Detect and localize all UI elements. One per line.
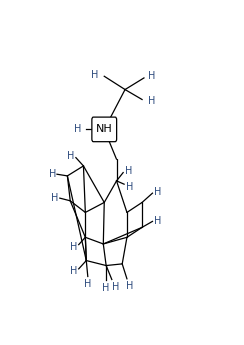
Text: H: H (154, 216, 161, 226)
Text: H: H (126, 282, 133, 292)
Text: H: H (68, 151, 75, 161)
Text: H: H (70, 266, 77, 276)
Text: H: H (102, 283, 110, 293)
Text: H: H (125, 166, 132, 176)
Text: H: H (84, 279, 92, 289)
Text: H: H (51, 193, 59, 203)
Text: H: H (112, 282, 119, 292)
FancyBboxPatch shape (92, 117, 117, 142)
Text: H: H (148, 96, 155, 106)
Text: H: H (49, 169, 56, 179)
Text: H: H (148, 71, 155, 81)
Text: H: H (74, 124, 81, 134)
Text: H: H (126, 182, 133, 192)
Text: H: H (91, 70, 98, 80)
Text: H: H (154, 187, 161, 197)
Text: H: H (70, 241, 77, 252)
Text: NH: NH (96, 125, 113, 135)
